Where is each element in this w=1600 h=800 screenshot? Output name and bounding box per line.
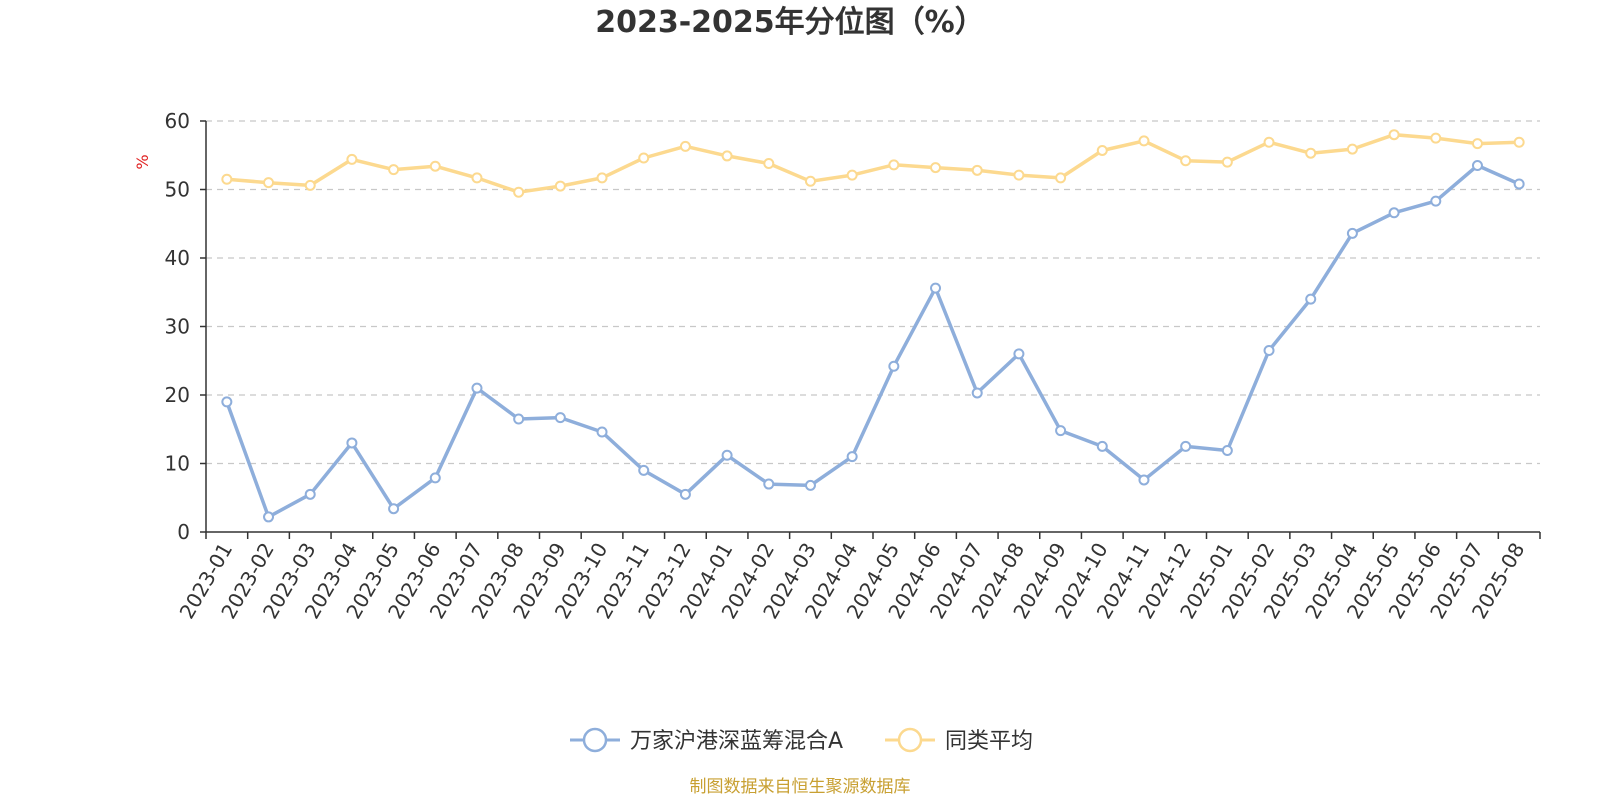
data-point[interactable] [971, 164, 983, 176]
data-point[interactable] [388, 164, 400, 176]
data-point[interactable] [1471, 138, 1483, 150]
data-point[interactable] [1305, 293, 1317, 305]
data-point[interactable] [596, 172, 608, 184]
data-point[interactable] [388, 503, 400, 515]
data-point[interactable] [846, 451, 858, 463]
data-point[interactable] [804, 175, 816, 187]
data-point[interactable] [1096, 440, 1108, 452]
data-point[interactable] [1513, 136, 1525, 148]
data-point[interactable] [513, 413, 525, 425]
y-tick-label: 50 [165, 178, 190, 202]
data-point[interactable] [1430, 195, 1442, 207]
legend: 万家沪港深蓝筹混合A 同类平均 [570, 727, 1033, 754]
data-point[interactable] [1013, 169, 1025, 181]
data-point[interactable] [763, 157, 775, 169]
legend-marker-icon [582, 727, 608, 753]
data-point[interactable] [1263, 136, 1275, 148]
data-point[interactable] [1055, 425, 1067, 437]
data-point[interactable] [679, 488, 691, 500]
series-1 [221, 129, 1525, 198]
y-tick-label: 10 [165, 452, 190, 476]
series-line [225, 132, 1521, 194]
data-point[interactable] [1055, 172, 1067, 184]
y-tick-label: 30 [165, 315, 190, 339]
data-point[interactable] [1430, 132, 1442, 144]
data-point[interactable] [346, 437, 358, 449]
data-point[interactable] [1263, 344, 1275, 356]
legend-item-0[interactable]: 万家沪港深蓝筹混合A [570, 727, 843, 754]
grid-lines [206, 120, 1540, 465]
data-point[interactable] [221, 396, 233, 408]
data-point[interactable] [930, 162, 942, 174]
data-point[interactable] [1096, 144, 1108, 156]
data-point[interactable] [1138, 135, 1150, 147]
data-point[interactable] [888, 159, 900, 171]
data-point[interactable] [263, 511, 275, 523]
data-point[interactable] [1180, 440, 1192, 452]
data-point[interactable] [971, 387, 983, 399]
data-point[interactable] [1471, 160, 1483, 172]
data-point[interactable] [596, 426, 608, 438]
data-point[interactable] [888, 360, 900, 372]
y-tick-label: 40 [165, 246, 190, 270]
data-point[interactable] [304, 179, 316, 191]
data-point[interactable] [1346, 143, 1358, 155]
data-point[interactable] [1013, 348, 1025, 360]
series-line [225, 163, 1521, 519]
data-point[interactable] [221, 173, 233, 185]
data-point[interactable] [1305, 147, 1317, 159]
data-point[interactable] [721, 449, 733, 461]
data-point[interactable] [429, 472, 441, 484]
data-point[interactable] [638, 152, 650, 164]
data-point[interactable] [1513, 178, 1525, 190]
data-point[interactable] [554, 180, 566, 192]
data-point[interactable] [304, 488, 316, 500]
source-note: 制图数据来自恒生聚源数据库 [690, 777, 911, 797]
y-tick-label: 20 [165, 383, 190, 407]
data-point[interactable] [1221, 156, 1233, 168]
data-point[interactable] [846, 169, 858, 181]
data-point[interactable] [346, 153, 358, 165]
data-point[interactable] [721, 150, 733, 162]
data-point[interactable] [638, 464, 650, 476]
data-point[interactable] [1138, 474, 1150, 486]
data-point[interactable] [930, 282, 942, 294]
data-point[interactable] [471, 172, 483, 184]
series-0 [221, 160, 1525, 523]
data-point[interactable] [1221, 444, 1233, 456]
y-axis-unit-label: % [133, 154, 152, 169]
legend-item-1[interactable]: 同类平均 [885, 727, 1033, 754]
data-point[interactable] [1388, 207, 1400, 219]
data-point[interactable] [763, 478, 775, 490]
data-point[interactable] [1346, 227, 1358, 239]
legend-marker-icon [897, 727, 923, 753]
data-point[interactable] [1180, 155, 1192, 167]
series-layer [221, 129, 1525, 523]
legend-label: 同类平均 [945, 729, 1033, 754]
axes: 01020304050602023-012023-022023-032023-0… [165, 109, 1541, 623]
data-point[interactable] [263, 177, 275, 189]
y-tick-label: 60 [165, 109, 190, 133]
y-tick-label: 0 [177, 520, 190, 544]
data-point[interactable] [679, 140, 691, 152]
data-point[interactable] [804, 479, 816, 491]
data-point[interactable] [513, 186, 525, 198]
legend-label: 万家沪港深蓝筹混合A [630, 729, 843, 754]
data-point[interactable] [471, 382, 483, 394]
data-point[interactable] [429, 160, 441, 172]
data-point[interactable] [554, 412, 566, 424]
chart-title: 2023-2025年分位图（%） [595, 5, 985, 40]
data-point[interactable] [1388, 129, 1400, 141]
